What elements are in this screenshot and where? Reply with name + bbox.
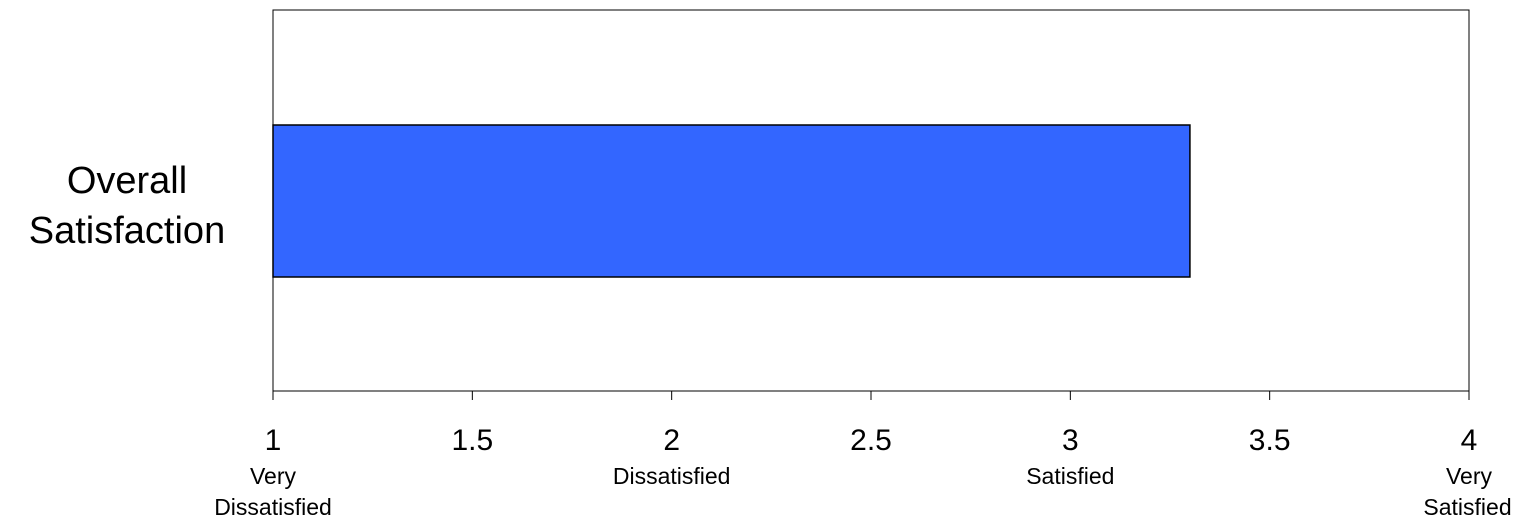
scale-labels: Very Dissatisfied Dissatisfied Satisfied Ver…: [214, 463, 1511, 520]
scale-label: Satisfied: [1423, 494, 1511, 520]
x-tick-label: 4: [1461, 424, 1478, 457]
category-labels: Overall Satisfaction: [29, 160, 225, 252]
x-tick-label: 2: [663, 424, 680, 457]
scale-label: Very: [1446, 463, 1493, 489]
x-tick-label: 1: [265, 424, 282, 457]
category-label: Satisfaction: [29, 210, 225, 252]
scale-label: Satisfied: [1026, 463, 1114, 489]
x-tick-label: 1.5: [451, 424, 493, 457]
x-tick-label: 3: [1062, 424, 1079, 457]
scale-label: Dissatisfied: [214, 494, 332, 520]
bar: [272, 124, 1191, 278]
x-axis: 1 1.5 2 2.5 3 3.5 4: [265, 390, 1478, 457]
scale-label: Very: [250, 463, 297, 489]
x-tick-label: 2.5: [850, 424, 892, 457]
bar-group: [272, 124, 1191, 278]
category-label: Overall: [67, 160, 187, 202]
scale-label: Dissatisfied: [613, 463, 731, 489]
x-tick-label: 3.5: [1249, 424, 1291, 457]
